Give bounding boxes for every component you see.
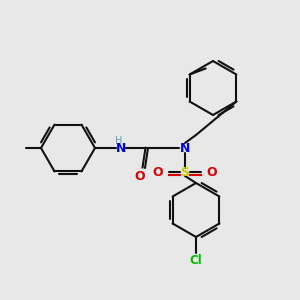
Text: O: O	[207, 166, 217, 178]
Text: O: O	[153, 166, 163, 178]
Text: O: O	[135, 170, 145, 184]
Text: H: H	[115, 136, 123, 146]
Text: N: N	[116, 142, 126, 155]
Text: S: S	[181, 166, 190, 178]
Text: Cl: Cl	[190, 254, 202, 268]
Text: N: N	[180, 142, 190, 155]
